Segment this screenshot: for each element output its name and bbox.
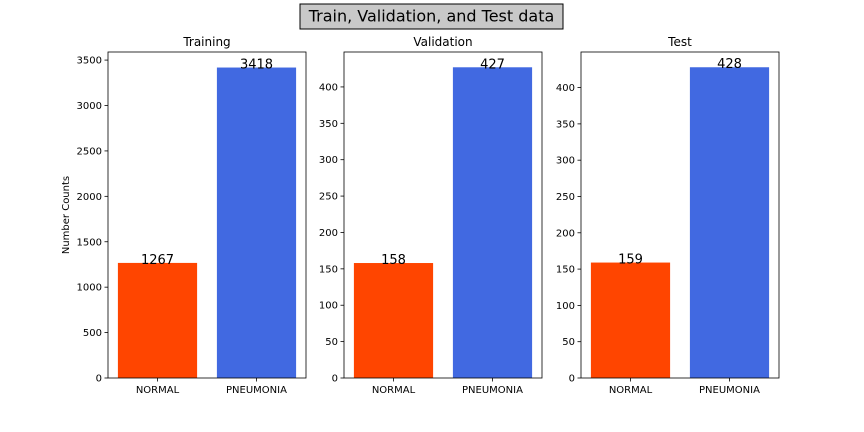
x-tick-label: NORMAL	[609, 385, 653, 396]
bar-pneumonia	[216, 67, 297, 378]
y-tick-label: 350	[556, 119, 575, 130]
y-tick-label: 100	[556, 301, 575, 312]
axes-frame	[343, 51, 543, 379]
y-tick-label: 50	[562, 337, 575, 348]
y-tick-label: 2000	[77, 192, 102, 203]
y-tick-label: 3500	[77, 56, 102, 67]
y-tick-label: 2500	[77, 146, 102, 157]
y-tick-label: 150	[556, 265, 575, 276]
y-tick-label: 300	[556, 156, 575, 167]
bar-pneumonia	[689, 67, 770, 378]
y-tick-label: 150	[319, 264, 338, 275]
suptitle: Train, Validation, and Test data	[308, 7, 555, 26]
y-tick-label: 350	[319, 119, 338, 130]
subplot-test: 159 NORMAL 428 PNEUMONIA 0 50 100 150 200 250 300 3…	[556, 35, 780, 396]
data-label-normal: 158	[381, 253, 406, 268]
y-tick-label: 50	[325, 337, 338, 348]
x-tick-label: NORMAL	[372, 385, 416, 396]
y-tick-label: 0	[332, 374, 338, 385]
x-tick-label: PNEUMONIA	[462, 385, 523, 396]
suptitle-box	[299, 3, 564, 30]
axes-title: Validation	[413, 35, 472, 49]
x-tick-label: NORMAL	[136, 385, 180, 396]
data-label-pneumonia: 3418	[240, 58, 273, 73]
axes-title: Training	[182, 35, 230, 49]
subplots: 1267NORMAL3418PNEUMONIA05001000150020002…	[61, 35, 780, 396]
y-tick-label: 1500	[77, 237, 102, 248]
y-tick-label: 3000	[77, 101, 102, 112]
bar-pneumonia	[452, 67, 533, 378]
axes-frame	[580, 51, 780, 379]
y-tick-label: 250	[556, 192, 575, 203]
y-tick-label: 1000	[77, 283, 102, 294]
subplot-training: 1267 NORMAL 3418 PNEUMONIA 0 500 1000 1500 2000 2…	[61, 35, 307, 396]
y-tick-label: 100	[319, 301, 338, 312]
y-axis-label: Number Counts	[61, 176, 72, 254]
bar-normal	[117, 262, 198, 378]
data-label-normal: 159	[618, 253, 643, 268]
bar-normal	[590, 262, 671, 378]
y-tick-label: 500	[83, 328, 102, 339]
y-tick-label: 250	[319, 192, 338, 203]
data-label-pneumonia: 428	[717, 57, 742, 72]
y-tick-label: 300	[319, 155, 338, 166]
bar-normal	[353, 263, 434, 378]
y-tick-label: 200	[319, 228, 338, 239]
x-tick-label: PNEUMONIA	[226, 385, 287, 396]
y-tick-label: 400	[319, 82, 338, 93]
data-label-normal: 1267	[141, 253, 174, 268]
subplot-validation: 158 NORMAL 427 PNEUMONIA 0 50 100 150 200 250 300 3…	[319, 35, 543, 396]
data-label-pneumonia: 427	[480, 57, 505, 72]
y-tick-label: 200	[556, 228, 575, 239]
axes-frame	[107, 51, 307, 379]
y-tick-label: 0	[96, 374, 102, 385]
y-tick-label: 0	[569, 374, 575, 385]
x-tick-label: PNEUMONIA	[699, 385, 760, 396]
axes-title: Test	[667, 35, 692, 49]
y-tick-label: 400	[556, 83, 575, 94]
